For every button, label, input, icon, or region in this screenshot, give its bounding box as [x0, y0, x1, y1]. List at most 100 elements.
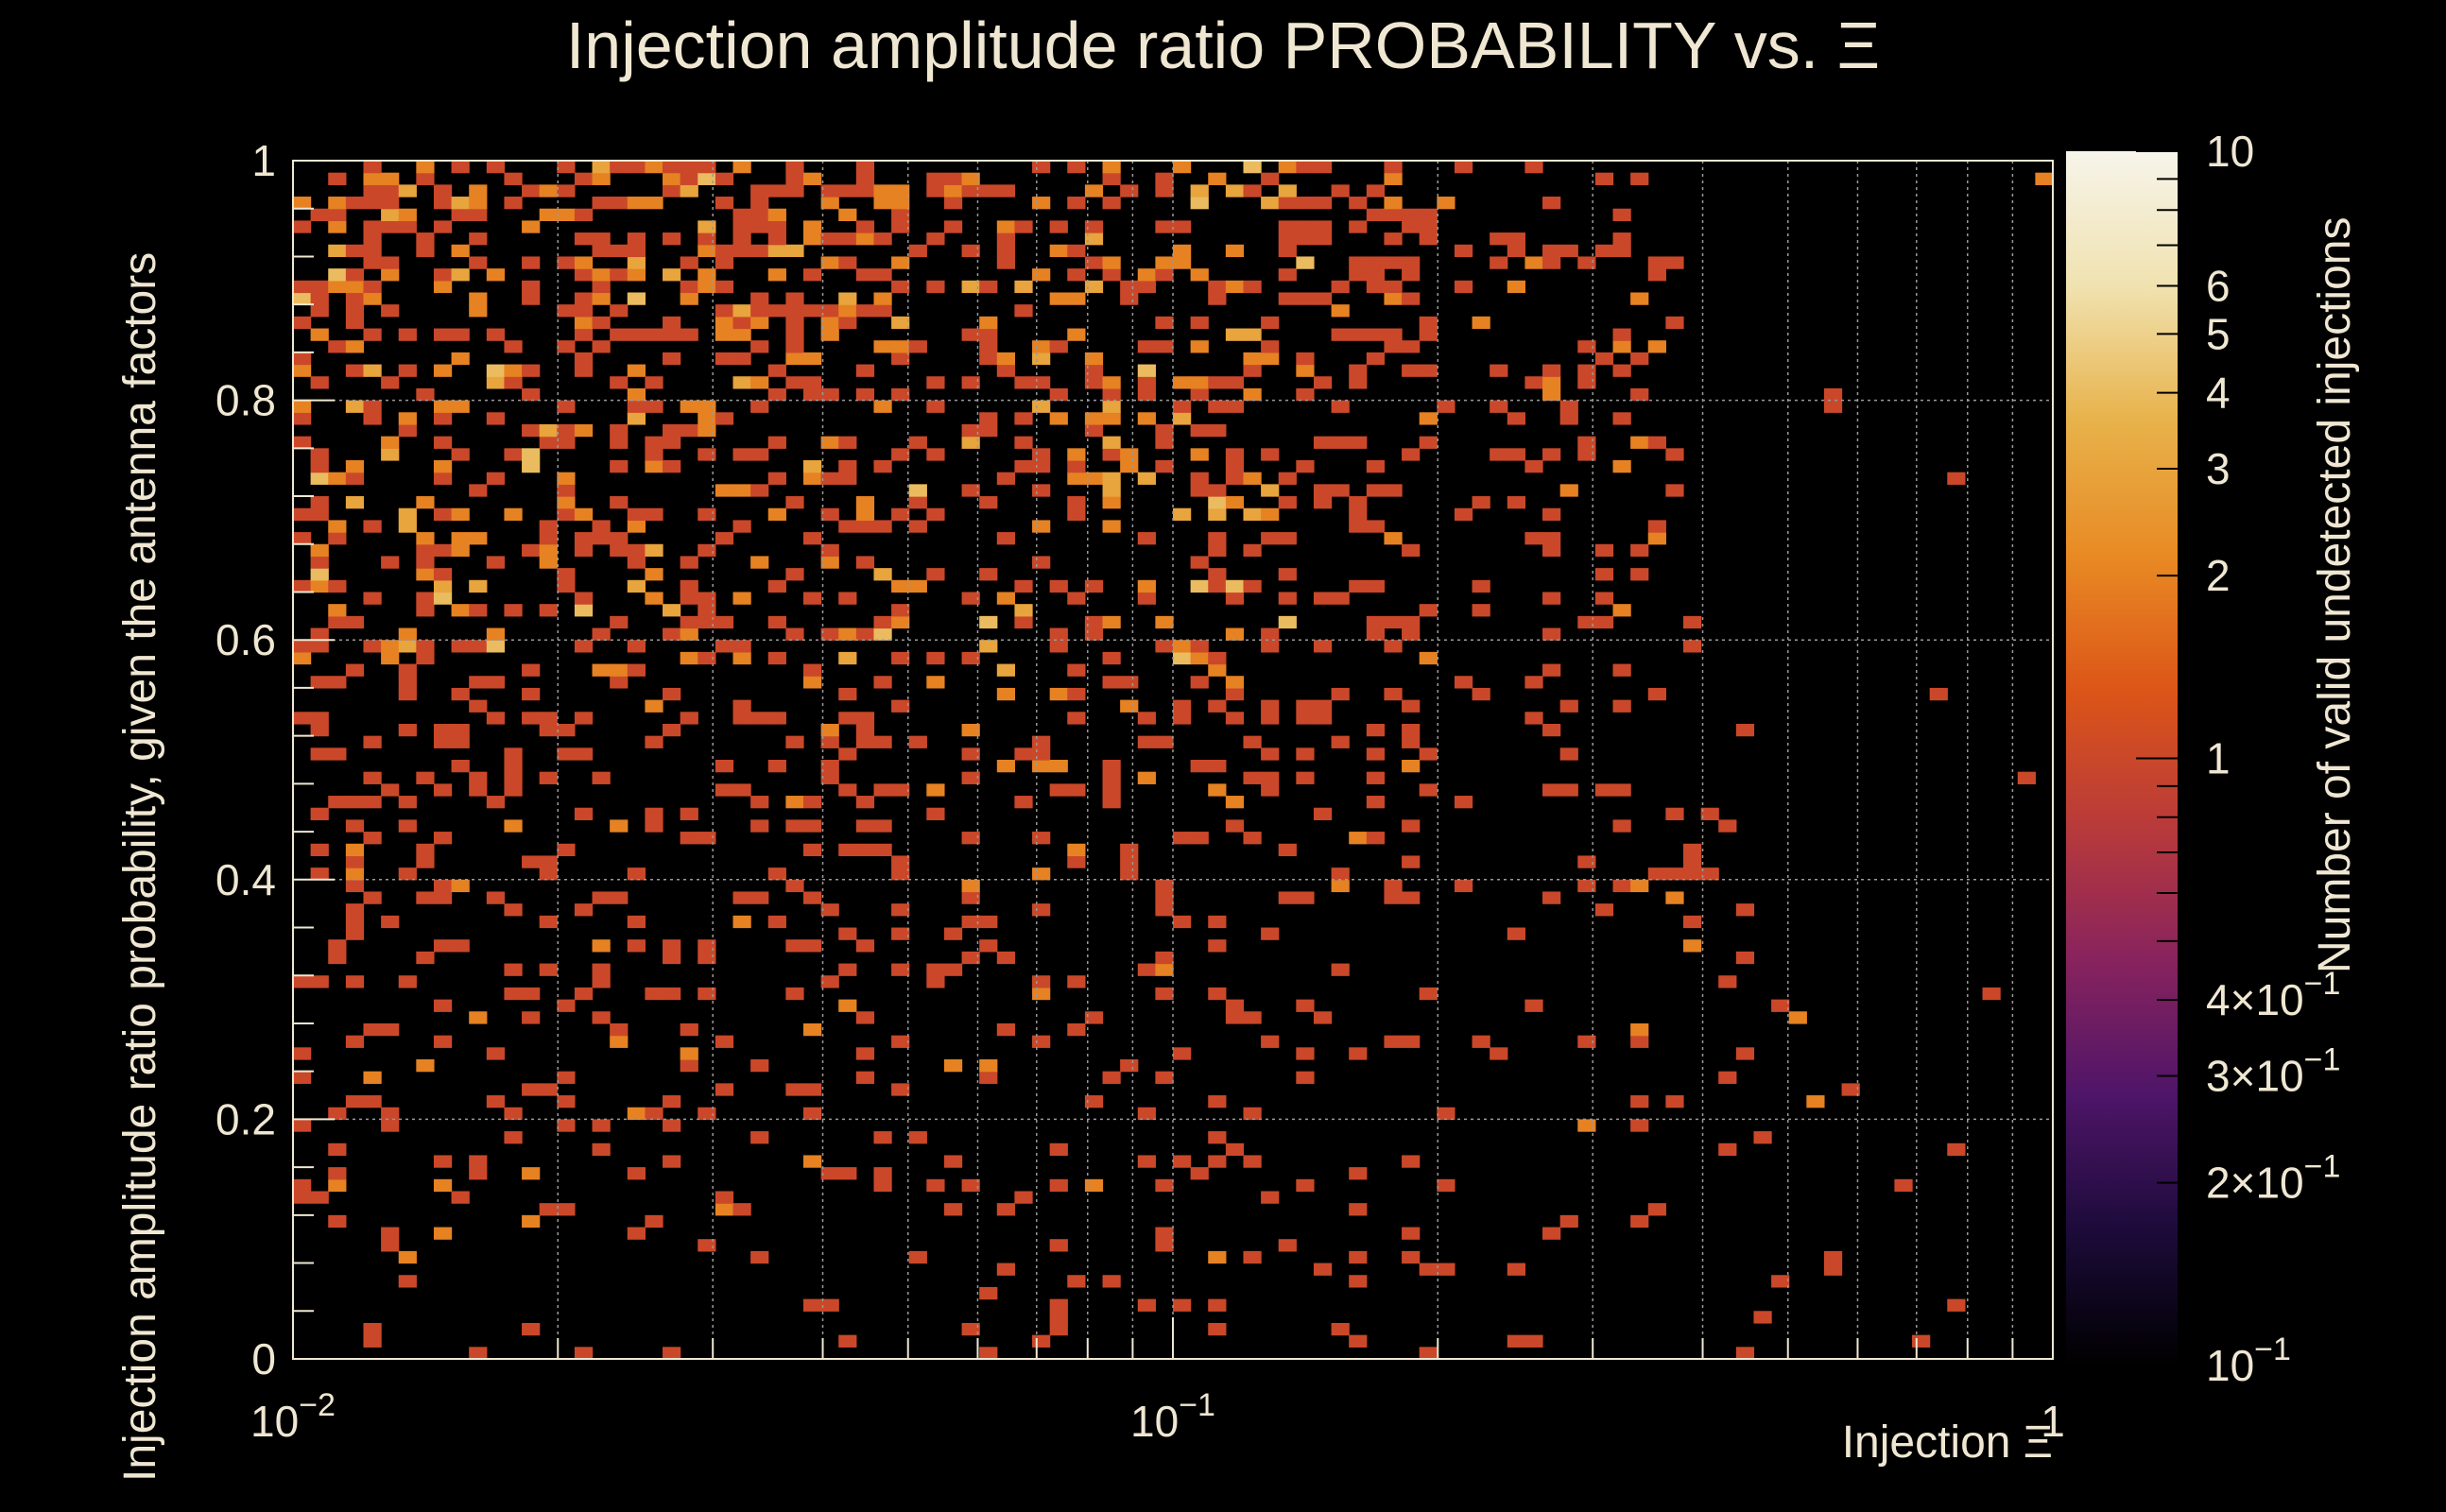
heatmap-cell [802, 172, 822, 185]
heatmap-cell [1049, 627, 1068, 641]
heatmap-cell [1190, 197, 1209, 210]
heatmap-cell [539, 423, 558, 438]
heatmap-cell [1155, 340, 1174, 353]
heatmap-cell [891, 280, 910, 294]
heatmap-cell [310, 1191, 329, 1204]
heatmap-cell [1331, 484, 1350, 497]
heatmap-cell [715, 1203, 734, 1216]
heatmap-cell [363, 412, 382, 425]
heatmap-cell [1384, 879, 1403, 893]
heatmap-cell [820, 771, 839, 784]
heatmap-cell [328, 532, 347, 545]
heatmap-cell [1349, 268, 1368, 282]
heatmap-cell [574, 316, 594, 330]
color-bar-tick-label: 5 [2206, 309, 2231, 358]
heatmap-cell [1437, 197, 1456, 210]
heatmap-cell [610, 436, 629, 449]
heatmap-cell [908, 735, 927, 748]
heatmap-cell [381, 197, 400, 210]
heatmap-cell [750, 208, 769, 221]
heatmap-cell [363, 184, 382, 198]
heatmap-cell [767, 220, 786, 233]
heatmap-cell [627, 161, 646, 174]
heatmap-cell [539, 723, 558, 737]
heatmap-cell [820, 304, 839, 318]
heatmap-cell [574, 352, 594, 366]
heatmap-cell [1278, 843, 1297, 857]
heatmap-cell [1542, 592, 1561, 605]
heatmap-cell [1120, 460, 1139, 473]
heatmap-cell [451, 760, 470, 773]
heatmap-cell [574, 592, 594, 605]
heatmap-cell [1049, 1311, 1068, 1324]
heatmap-cell [293, 1119, 312, 1132]
heatmap-cell [1313, 161, 1333, 174]
heatmap-cell [345, 796, 365, 809]
heatmap-cell [1349, 579, 1368, 593]
heatmap-cell [767, 364, 786, 377]
heatmap-cell [926, 1178, 945, 1193]
heatmap-cell [1049, 1239, 1068, 1252]
heatmap-cell [363, 364, 382, 377]
heatmap-cell [873, 819, 892, 833]
heatmap-cell [855, 735, 875, 748]
heatmap-cell [1190, 340, 1209, 353]
heatmap-cell [1084, 352, 1104, 366]
heatmap-cell [627, 939, 646, 953]
heatmap-cell [1261, 1035, 1280, 1048]
heatmap-cell [1032, 161, 1051, 174]
heatmap-cell [855, 819, 875, 833]
heatmap-cell [328, 951, 347, 965]
heatmap-cell [574, 1347, 594, 1360]
heatmap-cell [838, 208, 857, 221]
heatmap-cell [328, 939, 347, 953]
heatmap-cell [469, 604, 488, 617]
heatmap-cell [1032, 520, 1051, 533]
heatmap-cell [1173, 256, 1192, 269]
heatmap-cell [645, 987, 663, 1001]
heatmap-cell [645, 1107, 663, 1120]
heatmap-cell [1084, 615, 1104, 629]
heatmap-cell [767, 615, 786, 629]
heatmap-cell [1402, 1250, 1421, 1264]
heatmap-cell [451, 328, 470, 341]
heatmap-cell [433, 568, 453, 581]
heatmap-cell [732, 640, 751, 653]
heatmap-cell [645, 448, 663, 461]
heatmap-cell [1490, 232, 1508, 246]
heatmap-cell [328, 615, 347, 629]
heatmap-cell [1173, 699, 1192, 713]
heatmap-cell [663, 687, 681, 701]
heatmap-cell [1173, 1298, 1192, 1312]
heatmap-cell [838, 292, 857, 305]
heatmap-cell [328, 604, 347, 617]
heatmap-cell [433, 197, 453, 210]
heatmap-cell [345, 340, 365, 353]
heatmap-cell [785, 161, 804, 174]
heatmap-cell [1524, 376, 1543, 389]
heatmap-cell [838, 1167, 857, 1180]
heatmap-cell [592, 232, 611, 246]
heatmap-cell [1490, 1047, 1508, 1060]
heatmap-cell [1577, 1035, 1596, 1048]
heatmap-cell [522, 855, 541, 868]
heatmap-cell [433, 592, 453, 605]
heatmap-cell [785, 879, 804, 893]
heatmap-cell [486, 1047, 506, 1060]
heatmap-cell [732, 232, 751, 246]
heatmap-cell [680, 256, 698, 269]
heatmap-cell [1665, 316, 1684, 330]
heatmap-cell [1507, 232, 1525, 246]
heatmap-cell [293, 507, 312, 521]
heatmap-cell [1225, 328, 1245, 341]
heatmap-cell [592, 268, 611, 282]
heatmap-cell [469, 184, 488, 198]
heatmap-cell [539, 208, 558, 221]
heatmap-cell [522, 423, 541, 438]
heatmap-cell [1049, 220, 1068, 233]
heatmap-cell [979, 939, 998, 953]
heatmap-cell [1542, 197, 1561, 210]
heatmap-cell [855, 232, 875, 246]
heatmap-cell [416, 556, 435, 569]
heatmap-cell [1806, 1095, 1825, 1108]
